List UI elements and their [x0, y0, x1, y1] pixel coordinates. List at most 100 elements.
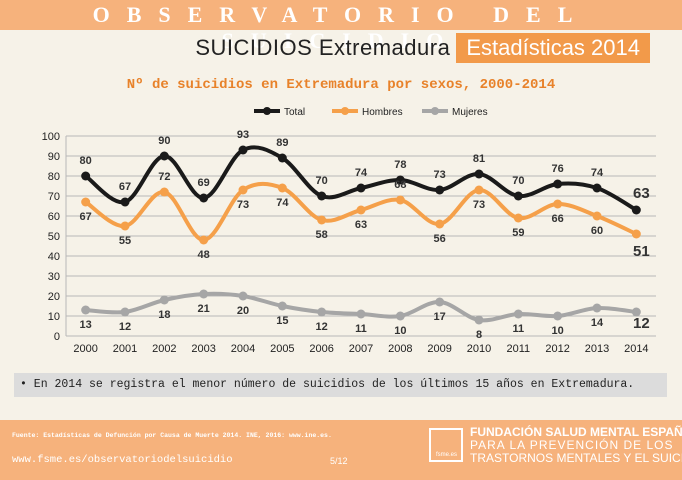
data-point — [592, 303, 602, 313]
data-point — [238, 145, 248, 155]
data-label: 76 — [552, 163, 564, 175]
x-tick-label: 2001 — [113, 343, 137, 355]
data-label: 18 — [158, 309, 170, 321]
x-tick-label: 2006 — [309, 343, 333, 355]
data-label: 67 — [80, 211, 92, 223]
data-point — [631, 229, 641, 239]
data-point — [277, 153, 287, 163]
data-point — [513, 309, 523, 319]
y-tick-label: 10 — [48, 311, 60, 323]
data-point — [317, 307, 327, 317]
data-label: 72 — [158, 171, 170, 183]
data-point — [553, 199, 563, 209]
data-point — [356, 309, 366, 319]
data-label: 8 — [476, 329, 482, 341]
y-tick-label: 90 — [48, 151, 60, 163]
y-tick-label: 80 — [48, 171, 60, 183]
data-label: 60 — [591, 225, 603, 237]
data-point — [120, 307, 130, 317]
data-label: 81 — [473, 153, 485, 165]
y-tick-label: 50 — [48, 231, 60, 243]
brand-title: OBSERVATORIO DEL SUICIDIO — [92, 2, 590, 53]
data-point — [199, 193, 209, 203]
x-tick-label: 2007 — [349, 343, 373, 355]
data-point — [356, 205, 366, 215]
data-label: 12 — [119, 321, 131, 333]
x-tick-label: 2005 — [270, 343, 294, 355]
legend-label: Total — [284, 107, 305, 118]
data-label: 73 — [434, 169, 446, 181]
y-tick-label: 40 — [48, 251, 60, 263]
y-tick-label: 30 — [48, 271, 60, 283]
data-label: 73 — [473, 199, 485, 211]
org-name: FUNDACIÓN SALUD MENTAL ESPAÑA — [470, 425, 682, 439]
data-point — [553, 179, 563, 189]
data-label: 63 — [633, 185, 650, 202]
data-point — [474, 185, 484, 195]
data-label: 68 — [394, 179, 406, 191]
source-text: Fuente: Estadísticas de Defunción por Ca… — [12, 432, 332, 439]
logo-text: fsme.es — [436, 452, 458, 458]
data-label: 73 — [237, 199, 249, 211]
data-label: 12 — [316, 321, 328, 333]
line-chart: 0 10 20 30 40 50 60 70 80 90 100 2000 2001 2002 2003 20… — [42, 107, 656, 355]
y-tick-label: 20 — [48, 291, 60, 303]
data-label: 74 — [276, 197, 289, 209]
y-tick-label: 70 — [48, 191, 60, 203]
data-point — [81, 305, 91, 315]
data-point — [199, 235, 209, 245]
data-point — [317, 215, 327, 225]
legend-marker — [341, 107, 349, 115]
stats-label: Estadísticas 2014 — [456, 33, 650, 63]
x-tick-label: 2014 — [624, 343, 648, 355]
data-label: 11 — [513, 323, 525, 335]
x-tick-label: 2002 — [152, 343, 176, 355]
org-tagline-2: TRASTORNOS MENTALES Y EL SUICIDIO — [470, 451, 682, 465]
x-tick-label: 2000 — [73, 343, 97, 355]
data-point — [159, 187, 169, 197]
y-tick-label: 0 — [54, 331, 60, 343]
data-point — [159, 151, 169, 161]
data-label: 11 — [355, 323, 367, 335]
data-label: 21 — [198, 303, 210, 315]
data-label: 70 — [316, 175, 328, 187]
data-label: 13 — [80, 319, 92, 331]
data-label: 12 — [633, 315, 650, 332]
data-point — [238, 291, 248, 301]
data-label: 58 — [316, 229, 328, 241]
data-point — [631, 205, 641, 215]
data-point — [474, 169, 484, 179]
legend-marker — [431, 107, 439, 115]
data-point — [199, 289, 209, 299]
subtitle-row: SUICIDIOS Extremadura Estadísticas 2014 — [195, 32, 650, 64]
data-label: 67 — [119, 181, 131, 193]
x-tick-label: 2009 — [427, 343, 451, 355]
x-tick-label: 2013 — [585, 343, 609, 355]
fsme-logo — [429, 428, 463, 462]
legend-marker — [263, 107, 271, 115]
data-point — [592, 211, 602, 221]
data-label: 10 — [394, 325, 406, 337]
data-point — [81, 171, 91, 181]
data-label: 70 — [512, 175, 524, 187]
data-point — [553, 311, 563, 321]
data-point — [120, 221, 130, 231]
data-point — [435, 297, 445, 307]
data-label: 80 — [80, 155, 92, 167]
data-point — [356, 183, 366, 193]
data-point — [513, 191, 523, 201]
page-number: 5/12 — [330, 456, 348, 466]
data-label: 17 — [434, 311, 446, 323]
data-point — [395, 175, 405, 185]
website-link[interactable]: www.fsme.es/observatoriodelsuicidio — [12, 454, 233, 466]
x-tick-label: 2008 — [388, 343, 412, 355]
data-label: 15 — [276, 315, 288, 327]
y-tick-label: 60 — [48, 211, 60, 223]
data-label: 51 — [633, 243, 650, 260]
x-tick-label: 2004 — [231, 343, 255, 355]
data-label: 66 — [552, 213, 564, 225]
data-point — [120, 197, 130, 207]
legend-label: Hombres — [362, 107, 403, 118]
x-tick-label: 2011 — [507, 343, 531, 355]
data-label: 56 — [434, 233, 446, 245]
